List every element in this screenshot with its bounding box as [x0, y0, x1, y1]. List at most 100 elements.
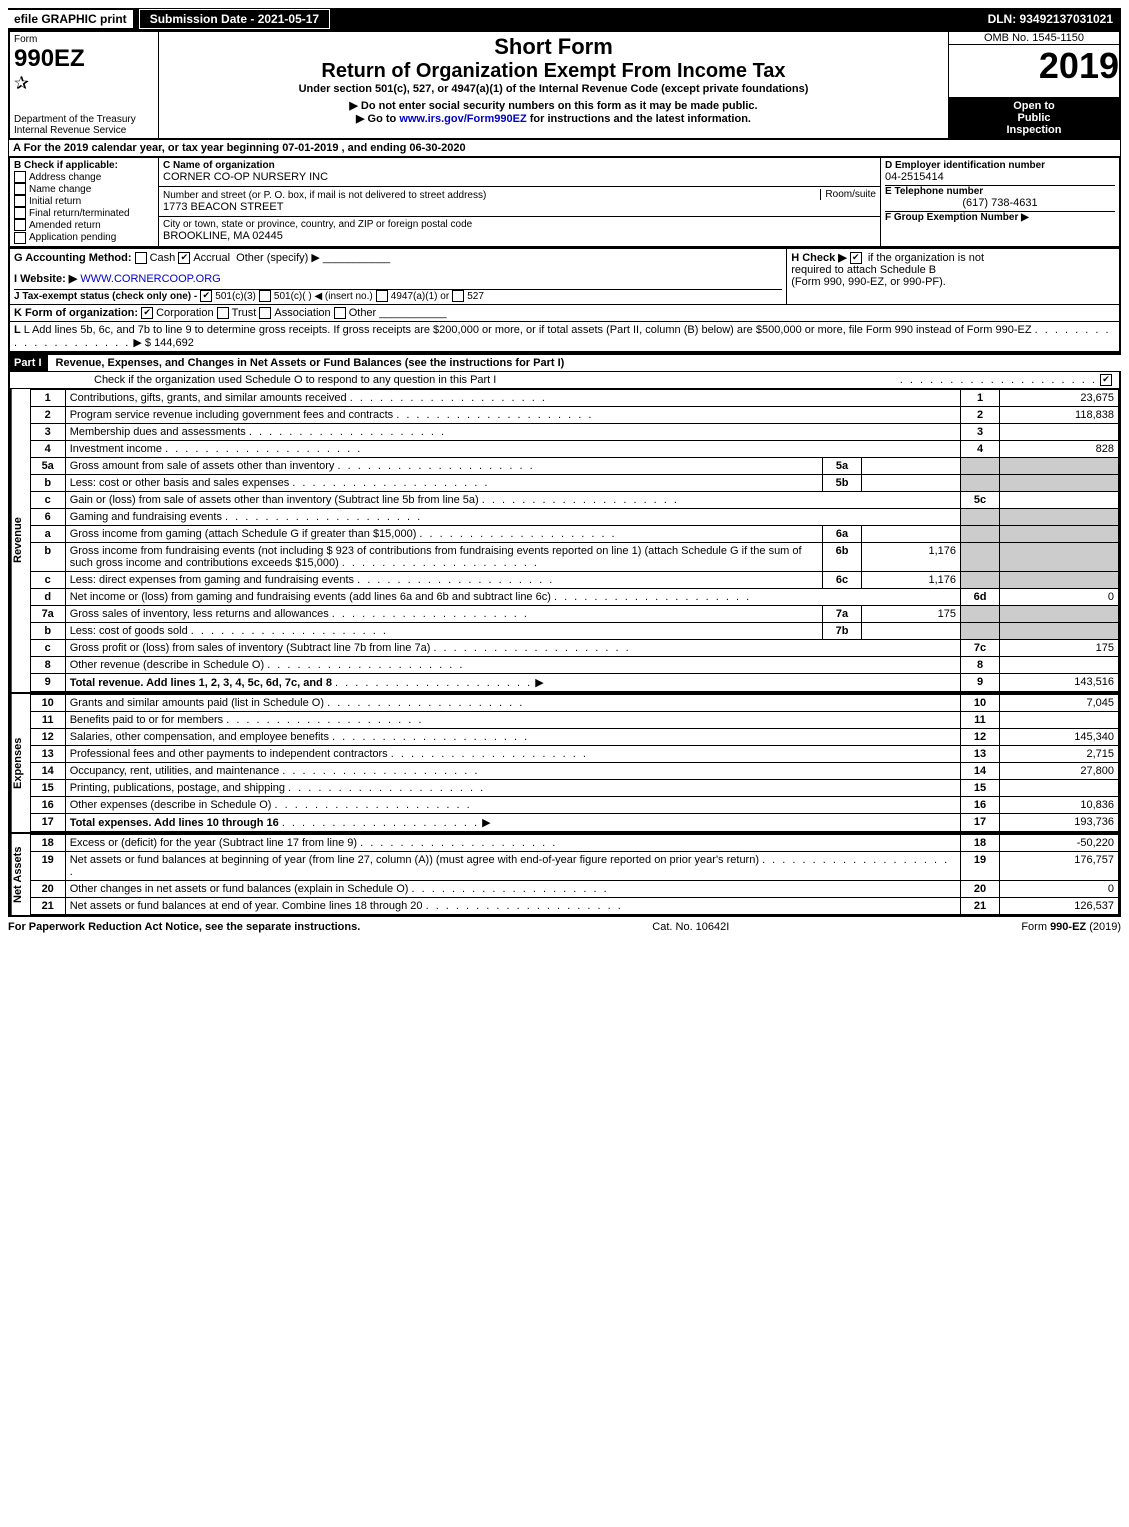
line-number: 5a — [30, 457, 65, 474]
corp-label: Corporation — [156, 307, 213, 319]
subline-value — [862, 622, 961, 639]
b-label: B Check if applicable: — [14, 160, 154, 171]
subline-value — [862, 525, 961, 542]
tax-period: A For the 2019 calendar year, or tax yea… — [8, 140, 1121, 157]
line-amount — [1000, 779, 1119, 796]
4947-label: 4947(a)(1) or — [391, 291, 449, 302]
line-label: Net assets or fund balances at end of ye… — [65, 897, 960, 914]
line-amount: 7,045 — [1000, 694, 1119, 711]
initial-return-checkbox[interactable] — [14, 195, 26, 207]
line-label: Occupancy, rent, utilities, and maintena… — [65, 762, 960, 779]
efile-label[interactable]: efile GRAPHIC print — [8, 10, 133, 28]
part1-header: Part I Revenue, Expenses, and Changes in… — [8, 353, 1121, 372]
4947-checkbox[interactable] — [376, 290, 388, 302]
dln-label: DLN: 93492137031021 — [988, 12, 1121, 26]
527-checkbox[interactable] — [452, 290, 464, 302]
line-number: a — [30, 525, 65, 542]
other-org-checkbox[interactable] — [334, 307, 346, 319]
short-form-title: Short Form — [163, 34, 944, 60]
501c-label: 501(c)( ) ◀ (insert no.) — [274, 291, 373, 302]
line-number: 21 — [30, 897, 65, 914]
cash-checkbox[interactable] — [135, 252, 147, 264]
g-label: G Accounting Method: — [14, 252, 132, 264]
h-checkbox[interactable] — [850, 252, 862, 264]
subline-number: 6c — [823, 571, 862, 588]
accrual-checkbox[interactable] — [178, 252, 190, 264]
line-row: 2Program service revenue including gover… — [30, 406, 1118, 423]
line-number: 19 — [30, 851, 65, 880]
line-number: b — [30, 542, 65, 571]
line-row: bLess: cost of goods sold 7b — [30, 622, 1118, 639]
city-label: City or town, state or province, country… — [163, 219, 876, 230]
line-number: 16 — [30, 796, 65, 813]
top-bar: efile GRAPHIC print Submission Date - 20… — [8, 8, 1121, 30]
inspect-line2: Public — [953, 112, 1115, 124]
line-label: Excess or (deficit) for the year (Subtra… — [65, 834, 960, 851]
line-label: Gross income from fundraising events (no… — [65, 542, 822, 571]
line-amount — [1000, 491, 1119, 508]
line-row: 1Contributions, gifts, grants, and simil… — [30, 389, 1118, 406]
inspect-line3: Inspection — [953, 124, 1115, 136]
501c3-checkbox[interactable] — [200, 290, 212, 302]
submission-date: Submission Date - 2021-05-17 — [139, 9, 330, 29]
addr-change-checkbox[interactable] — [14, 171, 26, 183]
line-label: Total revenue. Add lines 1, 2, 3, 4, 5c,… — [65, 673, 960, 691]
part1-check-row: Check if the organization used Schedule … — [8, 372, 1121, 388]
b-options: Address change Name change Initial retur… — [14, 171, 154, 244]
line-label: Membership dues and assessments — [65, 423, 960, 440]
revenue-section: Revenue 1Contributions, gifts, grants, a… — [8, 388, 1121, 694]
irs-label: Internal Revenue Service — [14, 125, 154, 136]
instructions-link[interactable]: Go to www.irs.gov/Form990EZ for instruct… — [163, 112, 944, 125]
trust-checkbox[interactable] — [217, 307, 229, 319]
l-amount: $ 144,692 — [145, 337, 194, 349]
line-label: Less: cost or other basis and sales expe… — [65, 474, 822, 491]
subline-number: 7b — [823, 622, 862, 639]
line-label: Benefits paid to or for members — [65, 711, 960, 728]
line-row: 4Investment income 4828 — [30, 440, 1118, 457]
line-label: Net assets or fund balances at beginning… — [65, 851, 960, 880]
subline-number: 5b — [823, 474, 862, 491]
line-amount: 2,715 — [1000, 745, 1119, 762]
line-label: Gross sales of inventory, less returns a… — [65, 605, 822, 622]
final-return-checkbox[interactable] — [14, 207, 26, 219]
line-number: d — [30, 588, 65, 605]
form-header: Form 990EZ ✰ Department of the Treasury … — [8, 30, 1121, 140]
schedule-o-checkbox[interactable] — [1100, 374, 1112, 386]
ref-number: 1 — [961, 389, 1000, 406]
irs-link[interactable]: www.irs.gov/Form990EZ — [399, 113, 526, 125]
line-row: 5aGross amount from sale of assets other… — [30, 457, 1118, 474]
revenue-vlabel: Revenue — [10, 389, 30, 692]
line-row: 12Salaries, other compensation, and empl… — [30, 728, 1118, 745]
ref-number: 3 — [961, 423, 1000, 440]
line-label: Contributions, gifts, grants, and simila… — [65, 389, 960, 406]
line-row: 10Grants and similar amounts paid (list … — [30, 694, 1118, 711]
app-pending-checkbox[interactable] — [14, 232, 26, 244]
line-number: 11 — [30, 711, 65, 728]
line-amount: 27,800 — [1000, 762, 1119, 779]
corp-checkbox[interactable] — [141, 307, 153, 319]
line-number: 3 — [30, 423, 65, 440]
line-amount — [1000, 423, 1119, 440]
subline-value: 1,176 — [862, 542, 961, 571]
amount-shaded — [1000, 457, 1119, 474]
amended-return-checkbox[interactable] — [14, 219, 26, 231]
j-tax-exempt: J Tax-exempt status (check only one) - 5… — [14, 289, 782, 302]
ref-number: 8 — [961, 656, 1000, 673]
amount-shaded — [1000, 622, 1119, 639]
line-row: 9Total revenue. Add lines 1, 2, 3, 4, 5c… — [30, 673, 1118, 691]
line-label: Other changes in net assets or fund bala… — [65, 880, 960, 897]
name-change-checkbox[interactable] — [14, 183, 26, 195]
j-label: J Tax-exempt status (check only one) - — [14, 291, 197, 302]
amount-shaded — [1000, 542, 1119, 571]
line-row: bLess: cost or other basis and sales exp… — [30, 474, 1118, 491]
assoc-checkbox[interactable] — [259, 307, 271, 319]
website-link[interactable]: WWW.CORNERCOOP.ORG — [80, 273, 220, 285]
line-amount: -50,220 — [1000, 834, 1119, 851]
ref-number: 16 — [961, 796, 1000, 813]
amount-shaded — [1000, 605, 1119, 622]
line-number: 17 — [30, 813, 65, 831]
ghijkl-section: G Accounting Method: Cash Accrual Other … — [8, 248, 1121, 353]
line-row: 8Other revenue (describe in Schedule O) … — [30, 656, 1118, 673]
subline-number: 6a — [823, 525, 862, 542]
501c-checkbox[interactable] — [259, 290, 271, 302]
